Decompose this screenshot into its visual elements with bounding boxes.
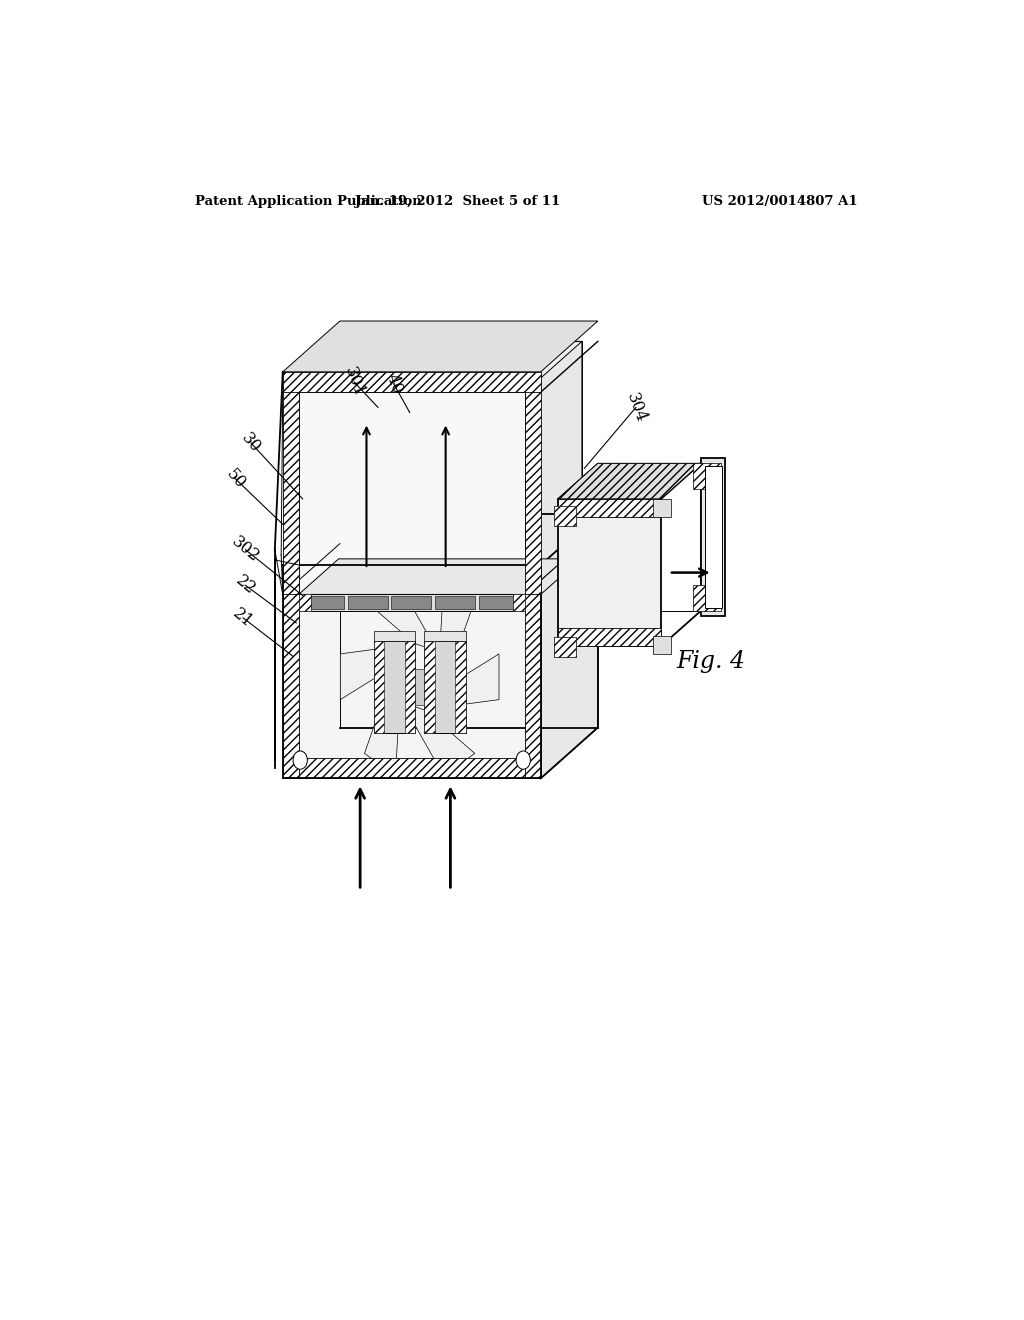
Bar bbox=[283, 372, 541, 392]
Polygon shape bbox=[365, 577, 437, 651]
Bar bbox=[456, 642, 466, 733]
Bar bbox=[424, 642, 466, 733]
Polygon shape bbox=[340, 644, 412, 700]
Bar bbox=[524, 565, 541, 779]
Bar bbox=[554, 638, 577, 657]
Bar bbox=[299, 392, 525, 594]
Circle shape bbox=[293, 751, 307, 770]
Bar bbox=[299, 594, 310, 611]
Bar bbox=[554, 506, 577, 527]
Text: 40: 40 bbox=[382, 372, 406, 396]
Bar bbox=[554, 638, 577, 657]
Polygon shape bbox=[558, 463, 701, 499]
Polygon shape bbox=[402, 702, 475, 776]
Bar bbox=[653, 636, 671, 655]
Polygon shape bbox=[541, 515, 598, 779]
Bar bbox=[424, 642, 435, 733]
Bar bbox=[554, 506, 577, 527]
Text: 301: 301 bbox=[341, 364, 368, 400]
Text: US 2012/0014807 A1: US 2012/0014807 A1 bbox=[702, 194, 858, 207]
Text: Fig. 4: Fig. 4 bbox=[677, 649, 745, 673]
Text: Jan. 19, 2012  Sheet 5 of 11: Jan. 19, 2012 Sheet 5 of 11 bbox=[354, 194, 560, 207]
Polygon shape bbox=[299, 558, 565, 594]
Bar bbox=[299, 594, 310, 611]
Bar bbox=[283, 387, 299, 594]
Polygon shape bbox=[283, 321, 598, 372]
Polygon shape bbox=[299, 342, 582, 392]
Bar bbox=[374, 631, 415, 642]
Text: 21: 21 bbox=[229, 605, 256, 631]
Bar bbox=[391, 597, 431, 609]
Bar bbox=[513, 594, 524, 611]
Bar bbox=[283, 565, 299, 779]
Bar bbox=[299, 594, 525, 611]
Bar bbox=[558, 628, 660, 647]
Bar bbox=[653, 499, 671, 517]
Bar bbox=[558, 499, 660, 517]
Bar bbox=[415, 669, 424, 705]
Bar bbox=[705, 466, 722, 607]
Polygon shape bbox=[439, 577, 475, 684]
Text: Patent Application Publication: Patent Application Publication bbox=[196, 194, 422, 207]
Polygon shape bbox=[428, 653, 499, 709]
Bar bbox=[374, 642, 384, 733]
Text: 50: 50 bbox=[222, 465, 248, 492]
Text: 30: 30 bbox=[238, 430, 264, 457]
Polygon shape bbox=[524, 342, 582, 594]
Bar bbox=[693, 585, 721, 611]
Text: 22: 22 bbox=[232, 573, 259, 598]
Bar bbox=[304, 597, 344, 609]
Polygon shape bbox=[283, 515, 598, 565]
Bar bbox=[283, 565, 541, 779]
Text: 302: 302 bbox=[228, 533, 262, 566]
Bar bbox=[693, 463, 721, 488]
Bar bbox=[435, 597, 475, 609]
Bar bbox=[558, 499, 660, 647]
Bar bbox=[479, 597, 518, 609]
Bar bbox=[404, 642, 415, 733]
Bar bbox=[424, 631, 466, 642]
Bar bbox=[374, 642, 415, 733]
Bar bbox=[524, 387, 541, 594]
Polygon shape bbox=[365, 671, 399, 776]
Bar bbox=[701, 458, 725, 615]
Circle shape bbox=[516, 751, 530, 770]
Text: 304: 304 bbox=[623, 391, 649, 425]
Bar bbox=[283, 758, 541, 779]
Polygon shape bbox=[355, 342, 582, 544]
Bar bbox=[513, 594, 524, 611]
Bar bbox=[348, 597, 387, 609]
